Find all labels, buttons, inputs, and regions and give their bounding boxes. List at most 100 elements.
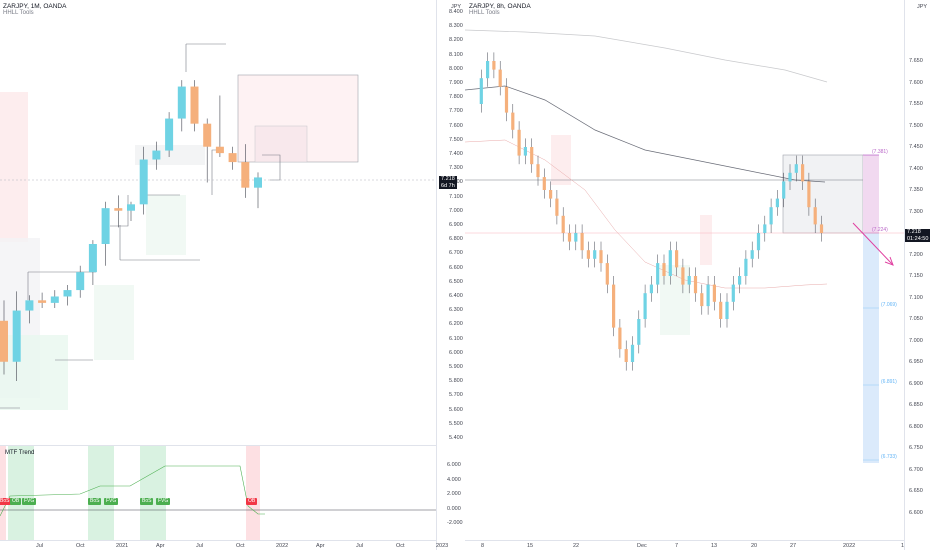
right-chart-canvas[interactable] xyxy=(465,0,904,540)
candle-body xyxy=(593,250,597,259)
bearish-band xyxy=(246,446,260,540)
axis-tick-label: 7.100 xyxy=(449,193,463,200)
candle-body xyxy=(819,224,824,233)
projection-arrow xyxy=(852,222,894,266)
time-tick-label: Jul xyxy=(356,543,364,549)
supply-zone xyxy=(551,135,571,185)
signal-chip: FVG xyxy=(22,498,37,505)
candle-body xyxy=(530,147,534,165)
axis-tick-label: 6.650 xyxy=(909,488,923,494)
axis-tick-label: 7.600 xyxy=(449,122,463,129)
axis-tick-label: 7.550 xyxy=(909,101,923,107)
candle-body xyxy=(542,177,546,190)
axis-tick-label: 6.200 xyxy=(449,321,463,328)
candle-body xyxy=(744,258,748,276)
right-price-axis[interactable]: JPY 7.650 7.600 7.550 7.500 7.450 7.400 7.350 7… xyxy=(904,0,932,550)
left-chart-pane[interactable] xyxy=(0,0,436,445)
candle-body xyxy=(637,319,641,345)
axis-tick-label: 6.850 xyxy=(909,402,923,408)
bullish-band xyxy=(88,446,114,540)
time-tick-label: Oct xyxy=(76,543,85,549)
left-chart-canvas[interactable] xyxy=(0,0,436,445)
axis-tick-label: 7.000 xyxy=(909,337,923,344)
candle-body xyxy=(561,215,565,233)
price-tag-value: 7.218 xyxy=(441,176,455,182)
signal-chip: FVG xyxy=(156,498,171,505)
left-symbol-title[interactable]: ZARJPY, 1M, OANDA xyxy=(3,3,67,10)
axis-tick-label: 6.800 xyxy=(449,236,463,243)
trend-line xyxy=(0,465,265,517)
candle-body xyxy=(712,284,716,302)
candle-body xyxy=(756,233,761,251)
mtf-trend-pane[interactable]: MTF Trend BoS OB FVG BoS FVG BoS FVG OB xyxy=(0,446,436,540)
candle-body xyxy=(612,284,616,328)
axis-currency: JPY xyxy=(917,4,928,10)
axis-tick-label: 6.600 xyxy=(449,264,463,271)
axis-tick-label: 7.300 xyxy=(909,208,923,215)
signal-chip: OB xyxy=(10,498,22,505)
time-tick-label: 20 xyxy=(751,543,758,549)
axis-tick-label: 7.450 xyxy=(909,144,923,150)
mtf-trend-title[interactable]: MTF Trend xyxy=(5,450,35,456)
candle-body xyxy=(114,208,123,211)
candle-body xyxy=(12,310,21,362)
candle-body xyxy=(750,250,754,259)
axis-tick-label: 7.150 xyxy=(909,273,923,279)
axis-tick-label: 7.800 xyxy=(449,94,463,101)
sub-axis-tick-label: 6.000 xyxy=(447,462,461,468)
left-time-axis[interactable]: Jul Oct 2021 Apr Jul Oct 2022 Apr Jul Oct 2023 xyxy=(0,540,448,551)
time-tick-label: 22 xyxy=(573,543,580,549)
axis-tick-label: 5.400 xyxy=(449,435,463,441)
right-time-axis-labels[interactable]: 81522Dec7132027202210 xyxy=(465,540,907,551)
candle-body xyxy=(536,164,540,178)
axis-tick-label: 7.400 xyxy=(909,165,923,172)
candle-body xyxy=(605,263,609,285)
axis-tick-label: 8.300 xyxy=(449,23,463,30)
right-indicator-label[interactable]: HHLL Tools xyxy=(469,10,500,16)
candle-body xyxy=(738,276,742,285)
right-symbol-title[interactable]: ZARJPY, 8h, OANDA xyxy=(469,3,531,10)
candle-body xyxy=(504,86,509,113)
structure-line xyxy=(262,154,281,181)
time-tick-label: 27 xyxy=(790,543,797,549)
candle-body xyxy=(693,276,698,294)
sub-axis-tick-label: 0.000 xyxy=(447,505,461,512)
candle-body xyxy=(668,250,672,276)
signal-chip: BoS xyxy=(0,498,12,505)
axis-tick-label: 7.700 xyxy=(449,108,463,115)
fib-level-label: (7.224) xyxy=(872,227,888,233)
candles-group xyxy=(479,52,824,371)
candle-body xyxy=(807,181,811,208)
mtf-trend-canvas xyxy=(0,446,436,540)
axis-tick-label: 6.500 xyxy=(449,278,463,285)
axis-tick-label: 7.650 xyxy=(909,58,923,64)
candle-body xyxy=(517,129,521,156)
time-tick-label: Dec xyxy=(637,543,647,549)
candle-body xyxy=(813,207,817,225)
price-tag-countdown: 01:24:50 xyxy=(907,235,929,242)
right-chart-pane[interactable]: ZARJPY, 8h, OANDA HHLL Tools (7.381) (7.2… xyxy=(465,0,904,540)
sub-axis-tick-label: 2.000 xyxy=(447,491,461,497)
pane-divider[interactable] xyxy=(0,445,436,446)
bullish-band xyxy=(140,446,166,540)
price-tag-countdown: 6d 7h xyxy=(441,182,455,189)
signal-chip: BoS xyxy=(140,498,154,505)
candle-body xyxy=(254,177,262,188)
left-price-axis[interactable]: JPY 8.400 8.300 8.200 8.100 8.000 7.900 7.800 7… xyxy=(436,0,465,550)
axis-tick-label: 7.400 xyxy=(449,151,463,157)
candle-body xyxy=(241,162,250,188)
candle-body xyxy=(706,284,710,307)
left-indicator-label[interactable]: HHLL Tools xyxy=(3,10,34,16)
axis-tick-label: 5.500 xyxy=(449,420,463,427)
candle-body xyxy=(769,207,773,225)
candle-body xyxy=(662,263,666,276)
candle-body xyxy=(190,86,199,124)
axis-tick-label: 7.100 xyxy=(909,294,923,301)
ma-medium xyxy=(465,85,826,183)
candle-body xyxy=(511,112,515,130)
candle-body xyxy=(794,164,798,173)
axis-tick-label: 8.100 xyxy=(449,51,463,58)
time-tick-label: Apr xyxy=(316,543,325,549)
structure-line xyxy=(211,149,218,195)
candle-body xyxy=(228,153,237,163)
